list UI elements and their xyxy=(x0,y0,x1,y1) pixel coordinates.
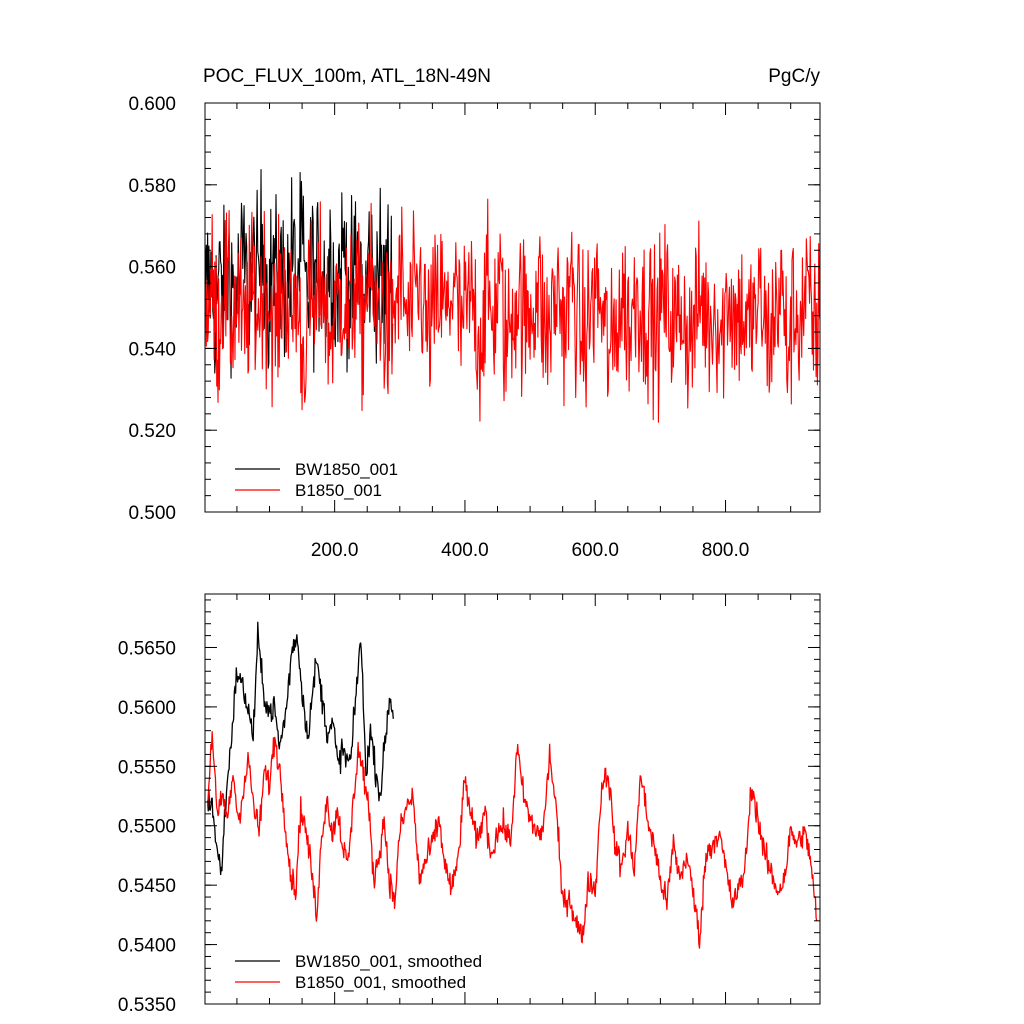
bottom-y-tick-label: 0.5400 xyxy=(118,936,176,957)
bottom-series-line-1 xyxy=(206,731,818,949)
bottom-chart-panel: 0.5350 0.5400 0.5450 0.5500 0.5550 0.5600 0.56… xyxy=(118,593,821,1016)
bottom-y-tick-label: 0.5450 xyxy=(118,876,176,897)
top-axes: 200.0 400.0 600.0 800.0 0.500 0.520 0.540 0.560… xyxy=(128,94,820,561)
bottom-y-tick-label: 0.5500 xyxy=(118,817,176,838)
bottom-legend: BW1850_001, smoothed B1850_001, smoothed xyxy=(235,952,482,992)
legend-label-bw1850: BW1850_001 xyxy=(295,460,398,479)
bottom-axes: 0.5350 0.5400 0.5450 0.5500 0.5550 0.5600 0.56… xyxy=(118,594,820,1016)
top-series-line-1 xyxy=(204,198,821,423)
bottom-series-group xyxy=(206,621,818,949)
top-chart-units: PgC/y xyxy=(768,66,820,87)
top-chart-title: POC_FLUX_100m, ATL_18N-49N xyxy=(203,66,491,87)
top-y-tick-label: 0.500 xyxy=(128,503,176,524)
top-x-tick-label: 600.0 xyxy=(571,540,619,561)
top-y-tick-label: 0.540 xyxy=(128,339,176,360)
top-y-tick-label: 0.600 xyxy=(128,94,176,115)
top-x-tick-label: 200.0 xyxy=(311,540,359,561)
bottom-y-tick-label: 0.5350 xyxy=(118,995,176,1016)
bottom-y-tick-label: 0.5650 xyxy=(118,638,176,659)
bottom-plot-frame xyxy=(204,593,821,1005)
top-series-group xyxy=(204,169,821,423)
top-legend: BW1850_001 B1850_001 xyxy=(235,460,398,500)
legend-label-bw1850-smoothed: BW1850_001, smoothed xyxy=(295,952,482,971)
legend-label-b1850-smoothed: B1850_001, smoothed xyxy=(295,973,466,992)
top-y-tick-label: 0.580 xyxy=(128,176,176,197)
bottom-y-tick-label: 0.5600 xyxy=(118,698,176,719)
top-x-tick-label: 400.0 xyxy=(441,540,489,561)
top-plot-frame xyxy=(204,102,821,513)
top-y-tick-label: 0.520 xyxy=(128,421,176,442)
top-chart-panel: POC_FLUX_100m, ATL_18N-49N PgC/y 200.0 40… xyxy=(128,66,821,561)
legend-label-b1850: B1850_001 xyxy=(295,481,382,500)
bottom-series-line-0 xyxy=(206,621,394,876)
bottom-y-tick-label: 0.5550 xyxy=(118,757,176,778)
top-y-tick-label: 0.560 xyxy=(128,258,176,279)
top-x-tick-label: 800.0 xyxy=(702,540,750,561)
